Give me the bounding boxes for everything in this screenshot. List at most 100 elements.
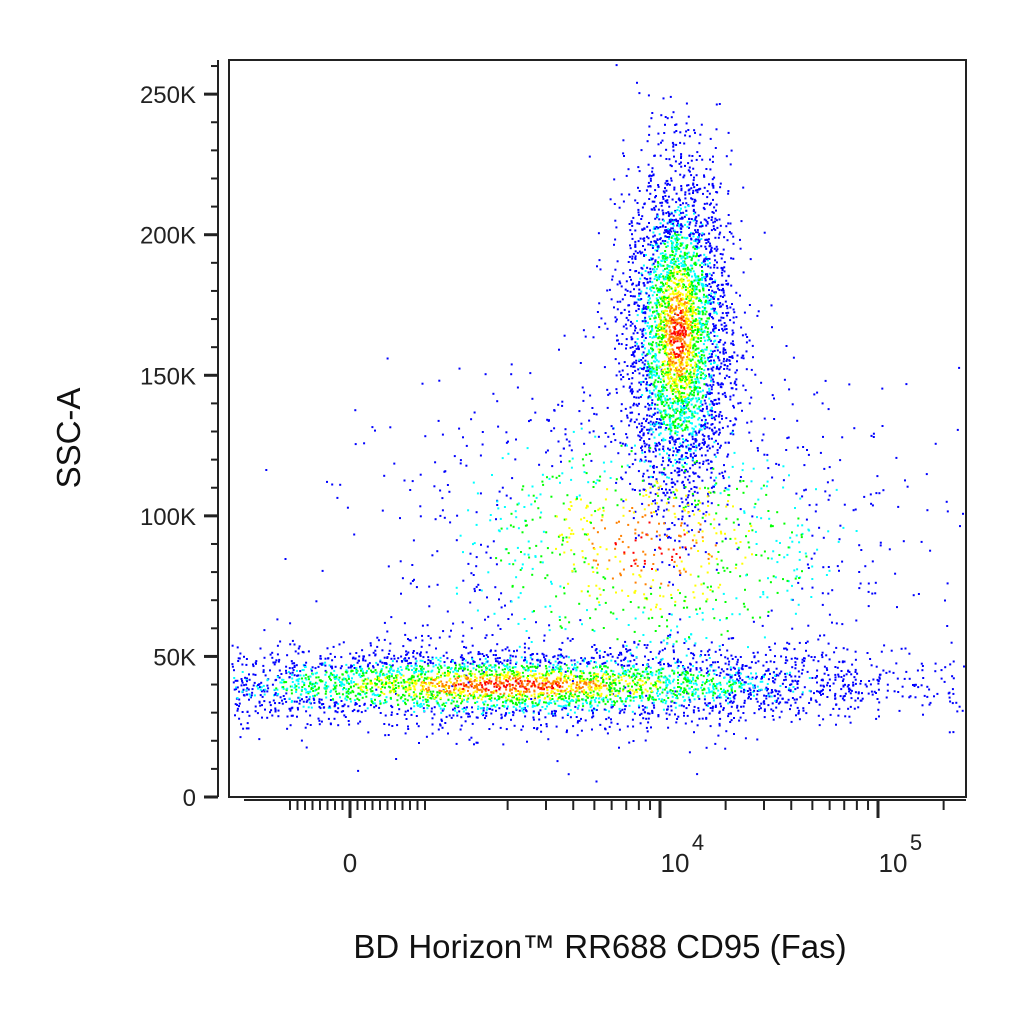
event-dot [444, 705, 447, 707]
event-dot [327, 706, 330, 709]
event-dot [879, 541, 882, 544]
event-dot [784, 662, 787, 664]
event-dot [307, 706, 310, 709]
event-dot [734, 380, 737, 383]
event-dot [714, 220, 716, 223]
event-dot [707, 435, 710, 438]
event-dot [854, 658, 857, 661]
event-dot [508, 712, 511, 714]
event-dot [476, 492, 479, 495]
event-dot [806, 670, 809, 673]
event-dot [713, 335, 716, 337]
event-dot [518, 709, 521, 712]
event-dot [787, 580, 790, 583]
event-dot [395, 692, 397, 695]
event-dot [870, 664, 873, 667]
event-dot [651, 428, 654, 431]
event-dot [267, 687, 270, 690]
event-dot [725, 374, 728, 377]
event-dot [722, 248, 725, 251]
event-dot [714, 217, 717, 220]
event-dot [705, 275, 708, 278]
event-dot [590, 704, 593, 707]
event-dot [496, 643, 499, 646]
event-dot [437, 728, 440, 731]
event-dot [759, 616, 762, 619]
event-dot [707, 459, 710, 462]
event-dot [653, 373, 656, 376]
event-dot [657, 394, 660, 397]
event-dot [668, 664, 670, 667]
event-dot [310, 668, 313, 671]
event-dot [709, 331, 712, 334]
event-dot [761, 624, 764, 627]
event-dot [682, 202, 684, 205]
event-dot [504, 665, 506, 668]
event-dot [403, 713, 406, 716]
event-dot [647, 362, 650, 365]
event-dot [725, 312, 728, 314]
event-dot [694, 412, 697, 414]
event-dot [722, 350, 725, 353]
event-dot [470, 627, 473, 630]
event-dot [791, 598, 794, 601]
event-dot [631, 718, 634, 721]
event-dot [680, 243, 683, 246]
event-dot [665, 712, 668, 715]
event-dot [671, 669, 674, 672]
event-dot [620, 664, 623, 667]
event-dot [698, 241, 701, 243]
event-dot [714, 439, 717, 442]
event-dot [632, 654, 635, 657]
event-dot [657, 391, 660, 394]
event-dot [694, 440, 697, 443]
event-dot [724, 377, 726, 380]
event-dot [660, 204, 663, 207]
event-dot [594, 708, 597, 711]
event-dot [593, 661, 596, 664]
event-dot [944, 599, 946, 602]
event-dot [703, 435, 706, 438]
event-dot [669, 636, 671, 639]
event-dot [920, 540, 923, 543]
event-dot [256, 712, 259, 715]
event-dot [670, 435, 673, 438]
event-dot [632, 252, 635, 255]
event-dot [579, 619, 582, 622]
event-dot [706, 190, 709, 193]
event-dot [697, 238, 700, 241]
event-dot [638, 305, 641, 308]
event-dot [490, 712, 493, 715]
event-dot [897, 505, 900, 508]
event-dot [334, 703, 337, 706]
event-dot [657, 247, 659, 250]
event-dot [572, 430, 575, 433]
event-dot [236, 709, 239, 712]
event-dot [293, 700, 296, 703]
event-dot [647, 407, 650, 410]
event-dot [720, 687, 722, 690]
event-dot [285, 692, 288, 695]
event-dot [678, 225, 681, 228]
event-dot [668, 581, 671, 584]
event-dot [295, 679, 298, 682]
event-dot [685, 640, 688, 643]
event-dot [633, 355, 636, 358]
event-dot [550, 429, 553, 432]
event-dot [646, 730, 649, 733]
event-dot [742, 186, 745, 189]
event-dot [712, 329, 715, 332]
event-dot [692, 235, 695, 238]
event-dot [421, 659, 424, 662]
event-dot [643, 339, 646, 342]
event-dot [642, 344, 645, 346]
event-dot [329, 722, 332, 725]
event-dot [384, 734, 387, 737]
event-dot [717, 415, 720, 418]
event-dot [673, 237, 676, 240]
event-dot [589, 706, 592, 709]
event-dot [651, 208, 654, 211]
event-dot [723, 368, 726, 370]
event-dot [354, 702, 357, 704]
event-dot [834, 697, 837, 700]
